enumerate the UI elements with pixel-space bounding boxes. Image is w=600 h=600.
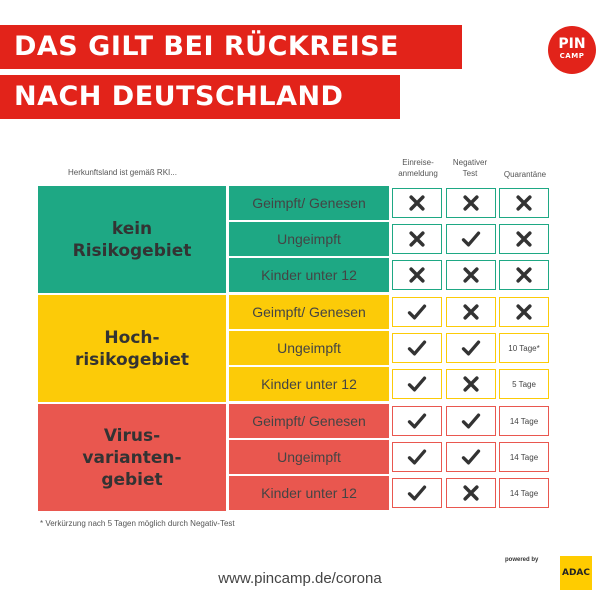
row-label: Kinder unter 12	[229, 476, 389, 510]
check-icon	[392, 297, 442, 327]
cross-icon	[499, 297, 549, 327]
quarantine-duration-text: 5 Tage	[512, 379, 536, 389]
row-label: Ungeimpft	[229, 440, 389, 474]
cross-icon	[446, 369, 496, 399]
cross-icon	[392, 260, 442, 290]
cross-icon	[446, 478, 496, 508]
cross-icon	[499, 224, 549, 254]
cross-icon	[392, 224, 442, 254]
row-label: Ungeimpft	[229, 222, 389, 256]
group-label: Virus- varianten- gebiet	[38, 404, 226, 511]
column-header-quarantine: Quarantäne	[503, 170, 547, 179]
check-icon	[392, 442, 442, 472]
quarantine-duration-text: 14 Tage	[509, 416, 539, 426]
origin-label: Herkunftsland ist gemäß RKI...	[68, 168, 177, 177]
check-icon	[392, 369, 442, 399]
column-header-einreise: Einreise- anmeldung	[398, 158, 438, 178]
title-line-1: DAS GILT BEI RÜCKREISE	[0, 25, 462, 69]
group-label: kein Risikogebiet	[38, 186, 226, 293]
cross-icon	[392, 188, 442, 218]
quarantine-duration-text: 14 Tage	[509, 452, 539, 462]
row-label: Kinder unter 12	[229, 258, 389, 292]
quarantine-duration-text: 14 Tage	[509, 488, 539, 498]
check-icon	[392, 333, 442, 363]
powered-by-label: powered by	[505, 557, 539, 563]
row-label: Geimpft/ Genesen	[229, 404, 389, 438]
title-line-2: NACH DEUTSCHLAND	[0, 75, 400, 119]
quarantine-duration: 14 Tage	[499, 478, 549, 508]
quarantine-duration: 10 Tage*	[499, 333, 549, 363]
cross-icon	[499, 188, 549, 218]
row-label: Ungeimpft	[229, 331, 389, 365]
group-label: Hoch- risikogebiet	[38, 295, 226, 402]
quarantine-duration: 5 Tage	[499, 369, 549, 399]
quarantine-duration-text: 10 Tage*	[508, 343, 540, 353]
website-url: www.pincamp.de/corona	[218, 570, 382, 587]
logo-text-camp: CAMP	[559, 52, 585, 60]
cross-icon	[446, 188, 496, 218]
check-icon	[446, 333, 496, 363]
row-label: Geimpft/ Genesen	[229, 295, 389, 329]
row-label: Geimpft/ Genesen	[229, 186, 389, 220]
check-icon	[446, 224, 496, 254]
footnote: * Verkürzung nach 5 Tagen möglich durch …	[40, 519, 235, 528]
column-header-test: Negativer Test	[452, 158, 488, 178]
row-label: Kinder unter 12	[229, 367, 389, 401]
cross-icon	[446, 260, 496, 290]
pincamp-logo: PIN CAMP	[548, 26, 596, 74]
quarantine-duration: 14 Tage	[499, 442, 549, 472]
cross-icon	[499, 260, 549, 290]
adac-logo: ADAC	[560, 556, 592, 590]
check-icon	[392, 478, 442, 508]
check-icon	[392, 406, 442, 436]
logo-text-pin: PIN	[558, 36, 586, 52]
check-icon	[446, 406, 496, 436]
cross-icon	[446, 297, 496, 327]
quarantine-duration: 14 Tage	[499, 406, 549, 436]
check-icon	[446, 442, 496, 472]
